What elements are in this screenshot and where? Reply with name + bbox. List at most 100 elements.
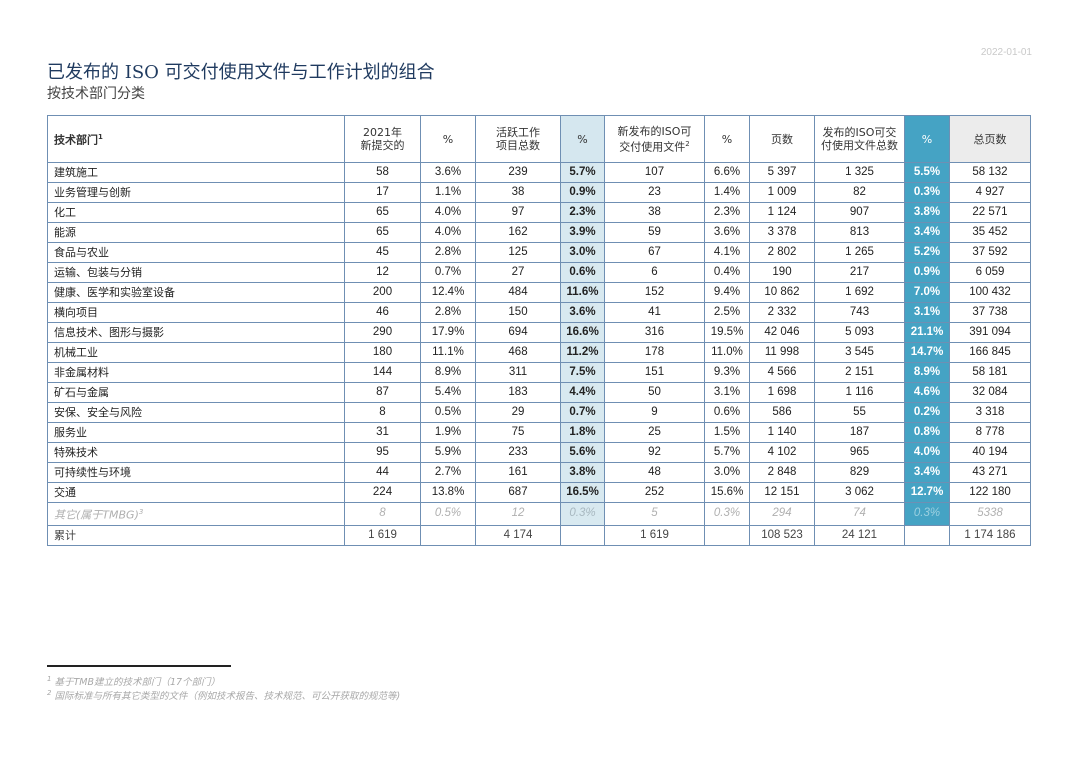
- cell-pct-published: 19.5%: [704, 322, 750, 343]
- cell-total-published: 3 062: [814, 482, 905, 503]
- cell-total-published: 55: [814, 402, 905, 423]
- cell-active-projects: 150: [475, 302, 561, 323]
- cell-new-published: 5: [604, 502, 705, 526]
- cell-pct-published: 3.6%: [704, 222, 750, 243]
- cell-total-published: 1 116: [814, 382, 905, 403]
- cell-pct-published: 2.3%: [704, 202, 750, 223]
- cell-new-2021: 12: [344, 262, 421, 283]
- cell-pct-active: 5.7%: [560, 162, 605, 183]
- table-row: 安保、安全与风险 8 0.5% 29 0.7% 9 0.6% 586 55 0.2% 3 318: [47, 402, 1031, 423]
- cell-total-pages: 58 132: [949, 162, 1031, 183]
- cell-pct-total: 3.4%: [904, 462, 950, 483]
- cell-total-pages: 6 059: [949, 262, 1031, 283]
- cell-pct-active: 4.4%: [560, 382, 605, 403]
- cell-total-published: 1 265: [814, 242, 905, 263]
- cell-pages: 2 332: [749, 302, 815, 323]
- cell-pct-new: 8.9%: [420, 362, 476, 383]
- cell-pages: 1 698: [749, 382, 815, 403]
- cell-new-2021: 144: [344, 362, 421, 383]
- cell-new-2021: 180: [344, 342, 421, 363]
- cell-sector-name: 交通: [47, 482, 345, 503]
- cell-pct-new: 4.0%: [420, 202, 476, 223]
- cell-pages: 586: [749, 402, 815, 423]
- cell-pages: 108 523: [749, 524, 815, 546]
- cell-sector-name: 横向项目: [47, 302, 345, 323]
- cell-pct-active: [560, 524, 605, 546]
- cell-pages: 2 848: [749, 462, 815, 483]
- table-row: 信息技术、图形与摄影 290 17.9% 694 16.6% 316 19.5% 42 046…: [47, 322, 1031, 343]
- cell-total-pages: 35 452: [949, 222, 1031, 243]
- cell-total-published: 813: [814, 222, 905, 243]
- cell-pct-new: 5.9%: [420, 442, 476, 463]
- cell-total-published: 74: [814, 502, 905, 526]
- footnote-1: 1 基于TMB建立的技术部门（17个部门）: [47, 674, 221, 688]
- cell-active-projects: 161: [475, 462, 561, 483]
- cell-pct-published: 6.6%: [704, 162, 750, 183]
- cell-pct-active: 0.9%: [560, 182, 605, 203]
- cell-new-published: 67: [604, 242, 705, 263]
- cell-sector-name: 非金属材料: [47, 362, 345, 383]
- cell-new-2021: 87: [344, 382, 421, 403]
- cell-active-projects: 233: [475, 442, 561, 463]
- cell-new-published: 23: [604, 182, 705, 203]
- cell-pages: 1 124: [749, 202, 815, 223]
- cell-sector-name: 健康、医学和实验室设备: [47, 282, 345, 303]
- header-pages: 页数: [749, 115, 815, 163]
- cell-new-published: 151: [604, 362, 705, 383]
- cell-pct-active: 5.6%: [560, 442, 605, 463]
- header-pct-new: %: [420, 115, 476, 163]
- cell-sector-name: 服务业: [47, 422, 345, 443]
- cell-sector-name: 信息技术、图形与摄影: [47, 322, 345, 343]
- table-row: 非金属材料 144 8.9% 311 7.5% 151 9.3% 4 566 2 151 8.9%…: [47, 362, 1031, 383]
- cell-total-pages: 37 738: [949, 302, 1031, 323]
- cell-pct-total: 8.9%: [904, 362, 950, 383]
- cell-total-published: 743: [814, 302, 905, 323]
- cell-pct-active: 11.6%: [560, 282, 605, 303]
- cell-pct-new: 0.5%: [420, 402, 476, 423]
- table-row: 特殊技术 95 5.9% 233 5.6% 92 5.7% 4 102 965 4.0% 40 19…: [47, 442, 1031, 463]
- cell-pct-active: 0.7%: [560, 402, 605, 423]
- cell-pct-published: 3.1%: [704, 382, 750, 403]
- table-row: 机械工业 180 11.1% 468 11.2% 178 11.0% 11 998 3 545 1…: [47, 342, 1031, 363]
- cell-total-pages: 40 194: [949, 442, 1031, 463]
- table-row: 化工 65 4.0% 97 2.3% 38 2.3% 1 124 907 3.8% 22 571: [47, 202, 1031, 223]
- cell-pct-published: 15.6%: [704, 482, 750, 503]
- cell-total-pages: 166 845: [949, 342, 1031, 363]
- cell-pct-total: 3.1%: [904, 302, 950, 323]
- table-row: 健康、医学和实验室设备 200 12.4% 484 11.6% 152 9.4% 10 862…: [47, 282, 1031, 303]
- cell-new-published: 92: [604, 442, 705, 463]
- cell-active-projects: 27: [475, 262, 561, 283]
- cell-pct-published: 9.4%: [704, 282, 750, 303]
- cell-new-2021: 65: [344, 202, 421, 223]
- cell-pct-total: [904, 524, 950, 546]
- cell-active-projects: 38: [475, 182, 561, 203]
- cell-new-published: 48: [604, 462, 705, 483]
- cell-pct-total: 0.3%: [904, 182, 950, 203]
- cell-sector-name: 安保、安全与风险: [47, 402, 345, 423]
- document-date: 2022-01-01: [980, 47, 1032, 58]
- cell-new-2021: 45: [344, 242, 421, 263]
- cell-pct-active: 3.0%: [560, 242, 605, 263]
- cell-new-published: 6: [604, 262, 705, 283]
- cell-pct-total: 14.7%: [904, 342, 950, 363]
- table-header-row: 技术部门1 2021年 新提交的 % 活跃工作 项目总数 % 新发布的ISO可 交付使…: [47, 115, 1031, 163]
- cell-pct-active: 3.6%: [560, 302, 605, 323]
- table-body: 建筑施工 58 3.6% 239 5.7% 107 6.6% 5 397 1 325 5.5% 58…: [47, 162, 1031, 546]
- cell-total-pages: 32 084: [949, 382, 1031, 403]
- cell-sector-name: 食品与农业: [47, 242, 345, 263]
- cell-total-published: 1 692: [814, 282, 905, 303]
- cell-new-2021: 44: [344, 462, 421, 483]
- cell-sector-name: 能源: [47, 222, 345, 243]
- cell-pct-published: 0.3%: [704, 502, 750, 526]
- header-new-2021: 2021年 新提交的: [344, 115, 421, 163]
- cell-pct-total: 0.2%: [904, 402, 950, 423]
- cell-pct-total: 4.0%: [904, 442, 950, 463]
- cell-pages: 1 009: [749, 182, 815, 203]
- cell-sector-name: 业务管理与创新: [47, 182, 345, 203]
- header-total-pages: 总页数: [949, 115, 1031, 163]
- cell-new-2021: 95: [344, 442, 421, 463]
- cell-pct-total: 21.1%: [904, 322, 950, 343]
- cell-active-projects: 694: [475, 322, 561, 343]
- cell-sector-name: 运输、包装与分销: [47, 262, 345, 283]
- cell-pct-new: 12.4%: [420, 282, 476, 303]
